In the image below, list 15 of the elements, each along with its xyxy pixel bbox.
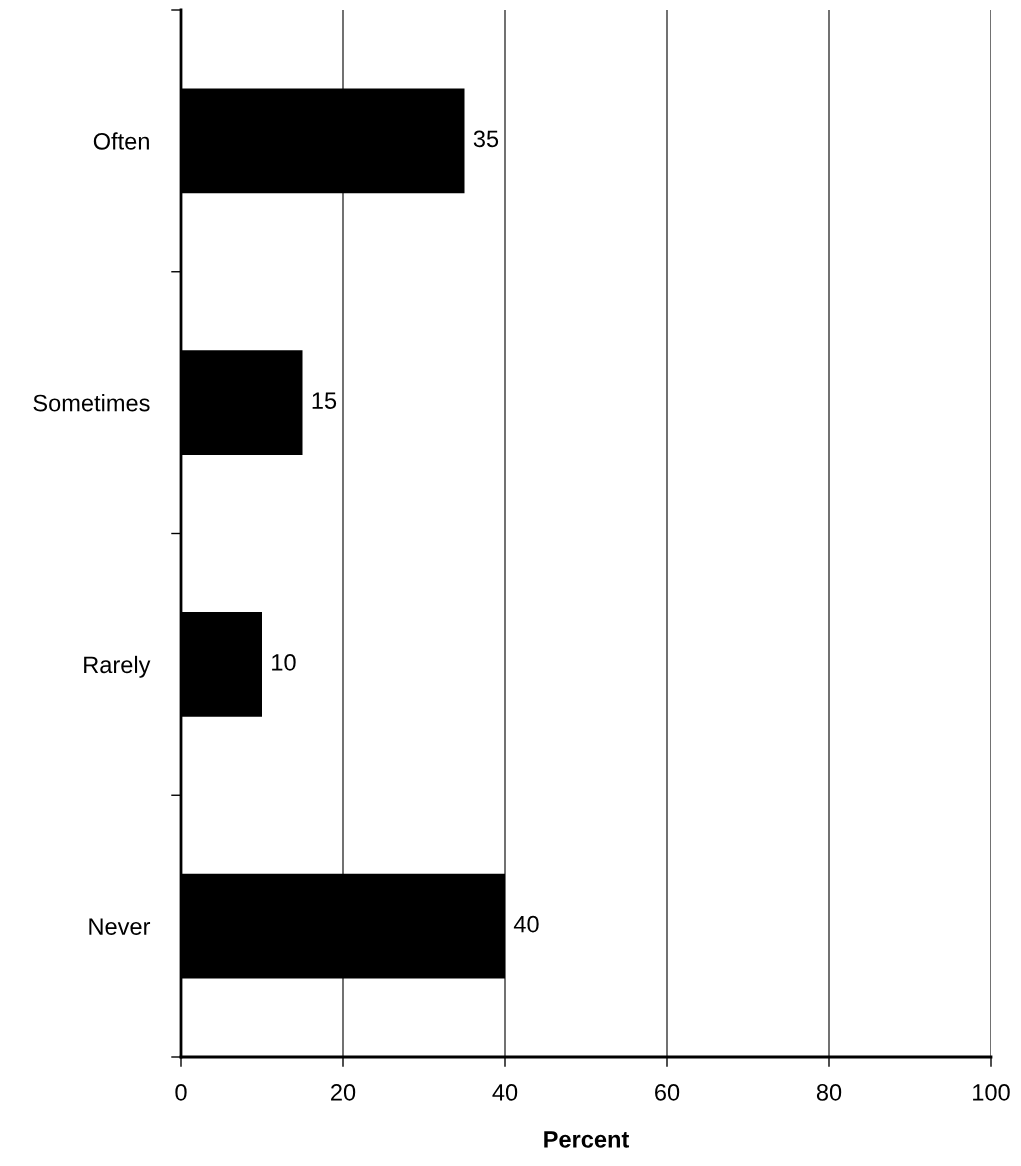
x-axis-title: Percent [544, 1131, 630, 1148]
y-tick-label: Rarely [84, 655, 151, 678]
data-label: 35 [473, 130, 499, 148]
y-tick-label: Sometimes [33, 394, 150, 412]
x-tick-label: 40 [492, 1084, 518, 1101]
data-label: 40 [513, 915, 539, 933]
x-tick-label: 60 [655, 1084, 680, 1101]
x-tick-label: 20 [331, 1084, 356, 1101]
x-tick-label: 0 [175, 1084, 187, 1101]
data-label: 10 [272, 653, 296, 671]
y-tick-label: Often [93, 132, 149, 150]
data-label: 15 [312, 392, 337, 409]
x-tick-label: 80 [816, 1084, 842, 1101]
y-tick-label: Never [89, 918, 151, 935]
x-tick-label: 100 [973, 1084, 1010, 1101]
